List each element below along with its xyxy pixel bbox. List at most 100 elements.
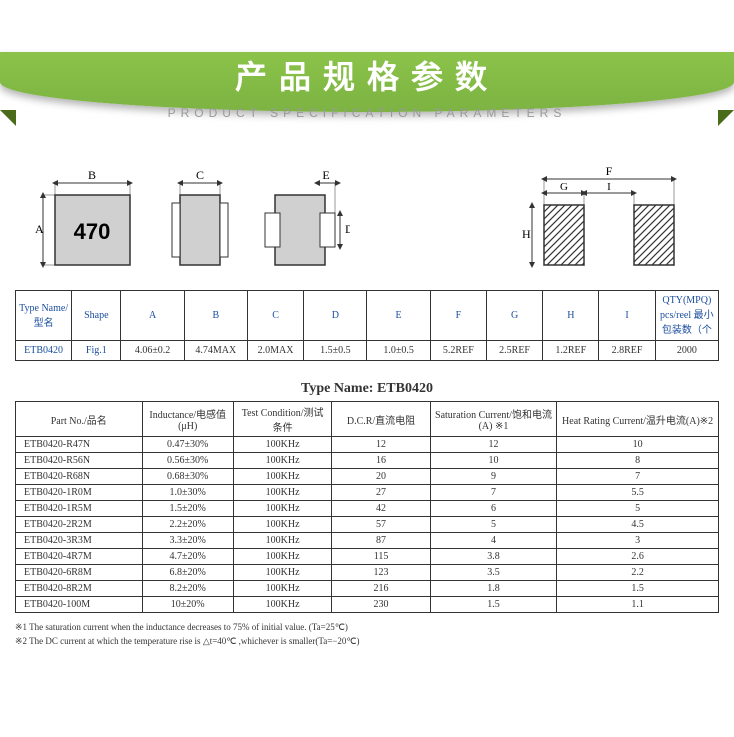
dims-h3: B <box>184 291 247 341</box>
dims-h9: H <box>543 291 599 341</box>
dims-d2: 4.06±0.2 <box>121 341 184 361</box>
spec-cell: 4.7±20% <box>142 549 233 565</box>
diagrams-row: 470 B A C E D <box>0 165 734 290</box>
dims-h1: Shape <box>72 291 121 341</box>
notes: ※1 The saturation current when the induc… <box>15 621 719 648</box>
spec-cell: 100KHz <box>233 565 331 581</box>
spec-cell: 0.68±30% <box>142 469 233 485</box>
spec-cell: 4.5 <box>557 517 719 533</box>
diagram-footprint: F G I H <box>514 165 704 275</box>
dims-d9: 1.2REF <box>543 341 599 361</box>
spec-cell: 10±20% <box>142 597 233 613</box>
spec-cell: 1.1 <box>557 597 719 613</box>
spec-row: ETB0420-2R2M2.2±20%100KHz5754.5 <box>16 517 719 533</box>
spec-cell: 100KHz <box>233 549 331 565</box>
spec-cell: 100KHz <box>233 533 331 549</box>
spec-cell: ETB0420-4R7M <box>16 549 143 565</box>
spec-row: ETB0420-1R5M1.5±20%100KHz4265 <box>16 501 719 517</box>
svg-text:B: B <box>88 168 96 182</box>
dims-h0: Type Name/型名 <box>16 291 72 341</box>
dims-h10: I <box>599 291 655 341</box>
spec-h5: Heat Rating Current/温升电流(A)※2 <box>557 402 719 437</box>
spec-cell: 5 <box>430 517 557 533</box>
spec-row: ETB0420-100M10±20%100KHz2301.51.1 <box>16 597 719 613</box>
spec-row: ETB0420-4R7M4.7±20%100KHz1153.82.6 <box>16 549 719 565</box>
spec-cell: 20 <box>332 469 430 485</box>
svg-text:I: I <box>607 181 611 193</box>
spec-cell: 100KHz <box>233 517 331 533</box>
spec-cell: 1.5 <box>557 581 719 597</box>
spec-cell: ETB0420-2R2M <box>16 517 143 533</box>
spec-h4: Saturation Current/饱和电流(A) ※1 <box>430 402 557 437</box>
spec-cell: ETB0420-R68N <box>16 469 143 485</box>
spec-cell: 230 <box>332 597 430 613</box>
dims-d7: 5.2REF <box>430 341 486 361</box>
spec-cell: ETB0420-1R0M <box>16 485 143 501</box>
spec-cell: 9 <box>430 469 557 485</box>
svg-text:E: E <box>322 168 329 182</box>
dims-data-row: ETB0420 Fig.1 4.06±0.2 4.74MAX 2.0MAX 1.… <box>16 341 719 361</box>
spec-cell: 12 <box>430 437 557 453</box>
spec-cell: 115 <box>332 549 430 565</box>
spec-row: ETB0420-8R2M8.2±20%100KHz2161.81.5 <box>16 581 719 597</box>
spec-cell: 0.56±30% <box>142 453 233 469</box>
spec-cell: 4 <box>430 533 557 549</box>
spec-cell: 87 <box>332 533 430 549</box>
spec-cell: 16 <box>332 453 430 469</box>
svg-text:G: G <box>560 181 568 193</box>
dims-d3: 4.74MAX <box>184 341 247 361</box>
dims-d1: Fig.1 <box>72 341 121 361</box>
spec-cell: 3.8 <box>430 549 557 565</box>
spec-h0: Part No./品名 <box>16 402 143 437</box>
dims-h4: C <box>247 291 303 341</box>
spec-cell: 100KHz <box>233 485 331 501</box>
spec-cell: 100KHz <box>233 581 331 597</box>
spec-cell: 3.5 <box>430 565 557 581</box>
diagram-end: E D <box>260 165 350 275</box>
spec-cell: 3.3±20% <box>142 533 233 549</box>
dimensions-table: Type Name/型名 Shape A B C D E F G H I QTY… <box>15 290 719 361</box>
spec-cell: 10 <box>430 453 557 469</box>
spec-cell: 0.47±30% <box>142 437 233 453</box>
header-banner: 产品规格参数 PRODUCT SPECIFICATION PARAMETERS <box>0 0 734 165</box>
svg-text:C: C <box>196 168 204 182</box>
spec-cell: 1.8 <box>430 581 557 597</box>
dims-d10: 2.8REF <box>599 341 655 361</box>
spec-cell: 1.5 <box>430 597 557 613</box>
spec-cell: 3 <box>557 533 719 549</box>
spec-header-row: Part No./品名 Inductance/电感值(μH) Test Cond… <box>16 402 719 437</box>
spec-cell: 7 <box>557 469 719 485</box>
dims-h5: D <box>304 291 367 341</box>
dims-h11: QTY(MPQ) pcs/reel 最小包装数（个 <box>655 291 718 341</box>
spec-cell: 100KHz <box>233 597 331 613</box>
dims-d0: ETB0420 <box>16 341 72 361</box>
spec-row: ETB0420-R47N0.47±30%100KHz121210 <box>16 437 719 453</box>
svg-text:D: D <box>345 222 350 236</box>
type-name-label: Type Name: ETB0420 <box>0 381 734 397</box>
spec-cell: ETB0420-R56N <box>16 453 143 469</box>
spec-cell: 42 <box>332 501 430 517</box>
dims-d4: 2.0MAX <box>247 341 303 361</box>
spec-row: ETB0420-3R3M3.3±20%100KHz8743 <box>16 533 719 549</box>
spec-cell: 12 <box>332 437 430 453</box>
spec-cell: 100KHz <box>233 469 331 485</box>
dims-d5: 1.5±0.5 <box>304 341 367 361</box>
dims-header-row: Type Name/型名 Shape A B C D E F G H I QTY… <box>16 291 719 341</box>
dims-d6: 1.0±0.5 <box>367 341 430 361</box>
spec-cell: ETB0420-1R5M <box>16 501 143 517</box>
spec-cell: 100KHz <box>233 501 331 517</box>
spec-row: ETB0420-6R8M6.8±20%100KHz1233.52.2 <box>16 565 719 581</box>
dims-d11: 2000 <box>655 341 718 361</box>
spec-cell: 100KHz <box>233 453 331 469</box>
spec-cell: 100KHz <box>233 437 331 453</box>
banner-title-en: PRODUCT SPECIFICATION PARAMETERS <box>0 106 734 120</box>
spec-table: Part No./品名 Inductance/电感值(μH) Test Cond… <box>15 401 719 613</box>
spec-cell: ETB0420-R47N <box>16 437 143 453</box>
spec-h3: D.C.R/直流电阻 <box>332 402 430 437</box>
spec-cell: ETB0420-3R3M <box>16 533 143 549</box>
note-1: ※1 The saturation current when the induc… <box>15 621 719 635</box>
dims-h6: E <box>367 291 430 341</box>
svg-text:470: 470 <box>74 219 111 244</box>
svg-text:A: A <box>35 222 44 236</box>
dims-h8: G <box>486 291 542 341</box>
